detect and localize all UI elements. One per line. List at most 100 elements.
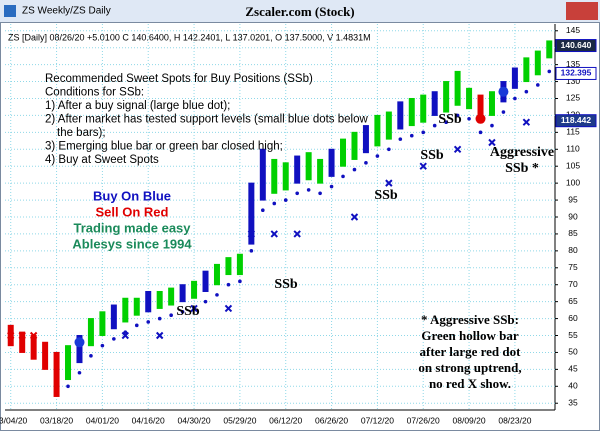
support-dot (295, 191, 299, 196)
support-dot (261, 208, 265, 213)
support-dot (364, 161, 368, 165)
price-bar (317, 158, 324, 184)
support-dot (409, 133, 414, 138)
x-tick-label: 03/04/20 (0, 415, 28, 425)
y-tick-label: 35 (568, 397, 578, 407)
footnote-line: * Aggressive SSb: (421, 312, 519, 327)
app-icon (4, 5, 16, 17)
support-dot (100, 343, 105, 348)
y-tick-label: 75 (568, 262, 578, 272)
support-dot (112, 337, 116, 341)
support-dot (455, 113, 460, 118)
footnote-line: no red X show. (429, 376, 511, 391)
price-bar (110, 304, 117, 330)
y-tick-label: 110 (566, 144, 580, 154)
support-dot (226, 282, 231, 287)
price-bar (454, 70, 461, 106)
price-bar (53, 351, 60, 397)
annotation: SSb (420, 148, 444, 163)
x-marker (18, 331, 26, 340)
price-bar (305, 152, 312, 181)
support-dot (513, 96, 517, 101)
x-marker (385, 179, 393, 187)
x-marker (7, 331, 15, 340)
note-line: 1) After a buy signal (large blue dot); (45, 100, 230, 112)
y-tick-label: 70 (568, 279, 578, 289)
annotation: Aggressive (490, 145, 554, 160)
footnote-line: Green hollow bar (421, 328, 518, 343)
price-tag (555, 114, 597, 128)
x-tick-label: 04/01/20 (86, 415, 119, 425)
price-bar (19, 331, 26, 353)
support-dot (89, 354, 93, 358)
price-bar (225, 257, 232, 276)
close-button[interactable] (566, 2, 598, 20)
header: ZS [Daily] 08/26/20 +5.0100 C 140.6400, … (8, 32, 371, 42)
support-dot (238, 279, 242, 284)
x-marker (522, 118, 531, 126)
price-bar (328, 148, 335, 177)
y-tick-label: 130 (566, 76, 580, 86)
price-bar (282, 162, 289, 191)
support-dot (272, 201, 277, 206)
x-marker (488, 138, 496, 147)
y-tick-label: 100 (566, 177, 580, 187)
support-dot (157, 316, 162, 321)
y-tick-label: 115 (566, 127, 580, 137)
note-line: 2) After market has tested support level… (45, 114, 368, 126)
note-line: the bars); (57, 127, 106, 139)
y-tick-label: 105 (566, 160, 580, 170)
x-marker (453, 145, 462, 153)
support-dot (66, 384, 70, 389)
price-bar (420, 94, 427, 123)
y-tick-label: 40 (568, 381, 578, 391)
support-dot (352, 167, 357, 172)
y-tick-label: 135 (566, 59, 580, 69)
price-bar (534, 50, 541, 76)
chart-title: Zscaler.com (Stock) (245, 4, 354, 19)
annotation: SSb (274, 277, 298, 292)
signal-dot (498, 86, 509, 97)
support-dot (375, 154, 380, 158)
annotation: SSb * (505, 161, 539, 176)
footnote-line: on strong uptrend, (418, 360, 521, 375)
support-dot (432, 123, 437, 128)
x-tick-label: 08/09/20 (453, 415, 486, 425)
price-bar (397, 101, 404, 130)
support-dot (387, 147, 391, 152)
slogan: Sell On Red (96, 204, 169, 219)
x-marker (121, 331, 130, 340)
price-bar (385, 111, 392, 140)
x-tick-label: 08/23/20 (498, 415, 531, 425)
support-dot (478, 130, 483, 135)
x-marker (29, 331, 38, 340)
x-tick-label: 04/16/20 (132, 415, 165, 425)
annotation: SSb (176, 304, 200, 319)
x-marker (270, 230, 278, 238)
price-bar (294, 155, 301, 184)
support-dot (341, 174, 345, 179)
price-bar (408, 97, 415, 127)
footnote-line: after large red dot (420, 344, 522, 359)
price-tag-label: 132.395 (561, 68, 592, 78)
support-dot (467, 117, 471, 121)
annotation: SSb (438, 112, 462, 127)
y-tick-label: 60 (568, 313, 578, 323)
window-title: ZS Weekly/ZS Daily (22, 6, 111, 17)
y-tick-label: 145 (566, 25, 580, 35)
price-bar (122, 297, 129, 323)
price-bar (248, 182, 255, 245)
support-dot (215, 293, 219, 297)
price-bar (523, 57, 530, 83)
price-bar (156, 290, 163, 309)
x-marker (419, 162, 427, 170)
support-dot (146, 320, 151, 324)
price-bar (87, 318, 94, 347)
minimize-button[interactable] (510, 2, 536, 20)
price-bar (30, 335, 37, 360)
support-dot (134, 323, 139, 328)
note-line: 3) Emerging blue bar or green bar closed… (45, 141, 283, 153)
y-tick-label: 55 (568, 330, 578, 340)
maximize-button[interactable] (538, 2, 564, 20)
x-tick-label: 05/29/20 (223, 415, 256, 425)
